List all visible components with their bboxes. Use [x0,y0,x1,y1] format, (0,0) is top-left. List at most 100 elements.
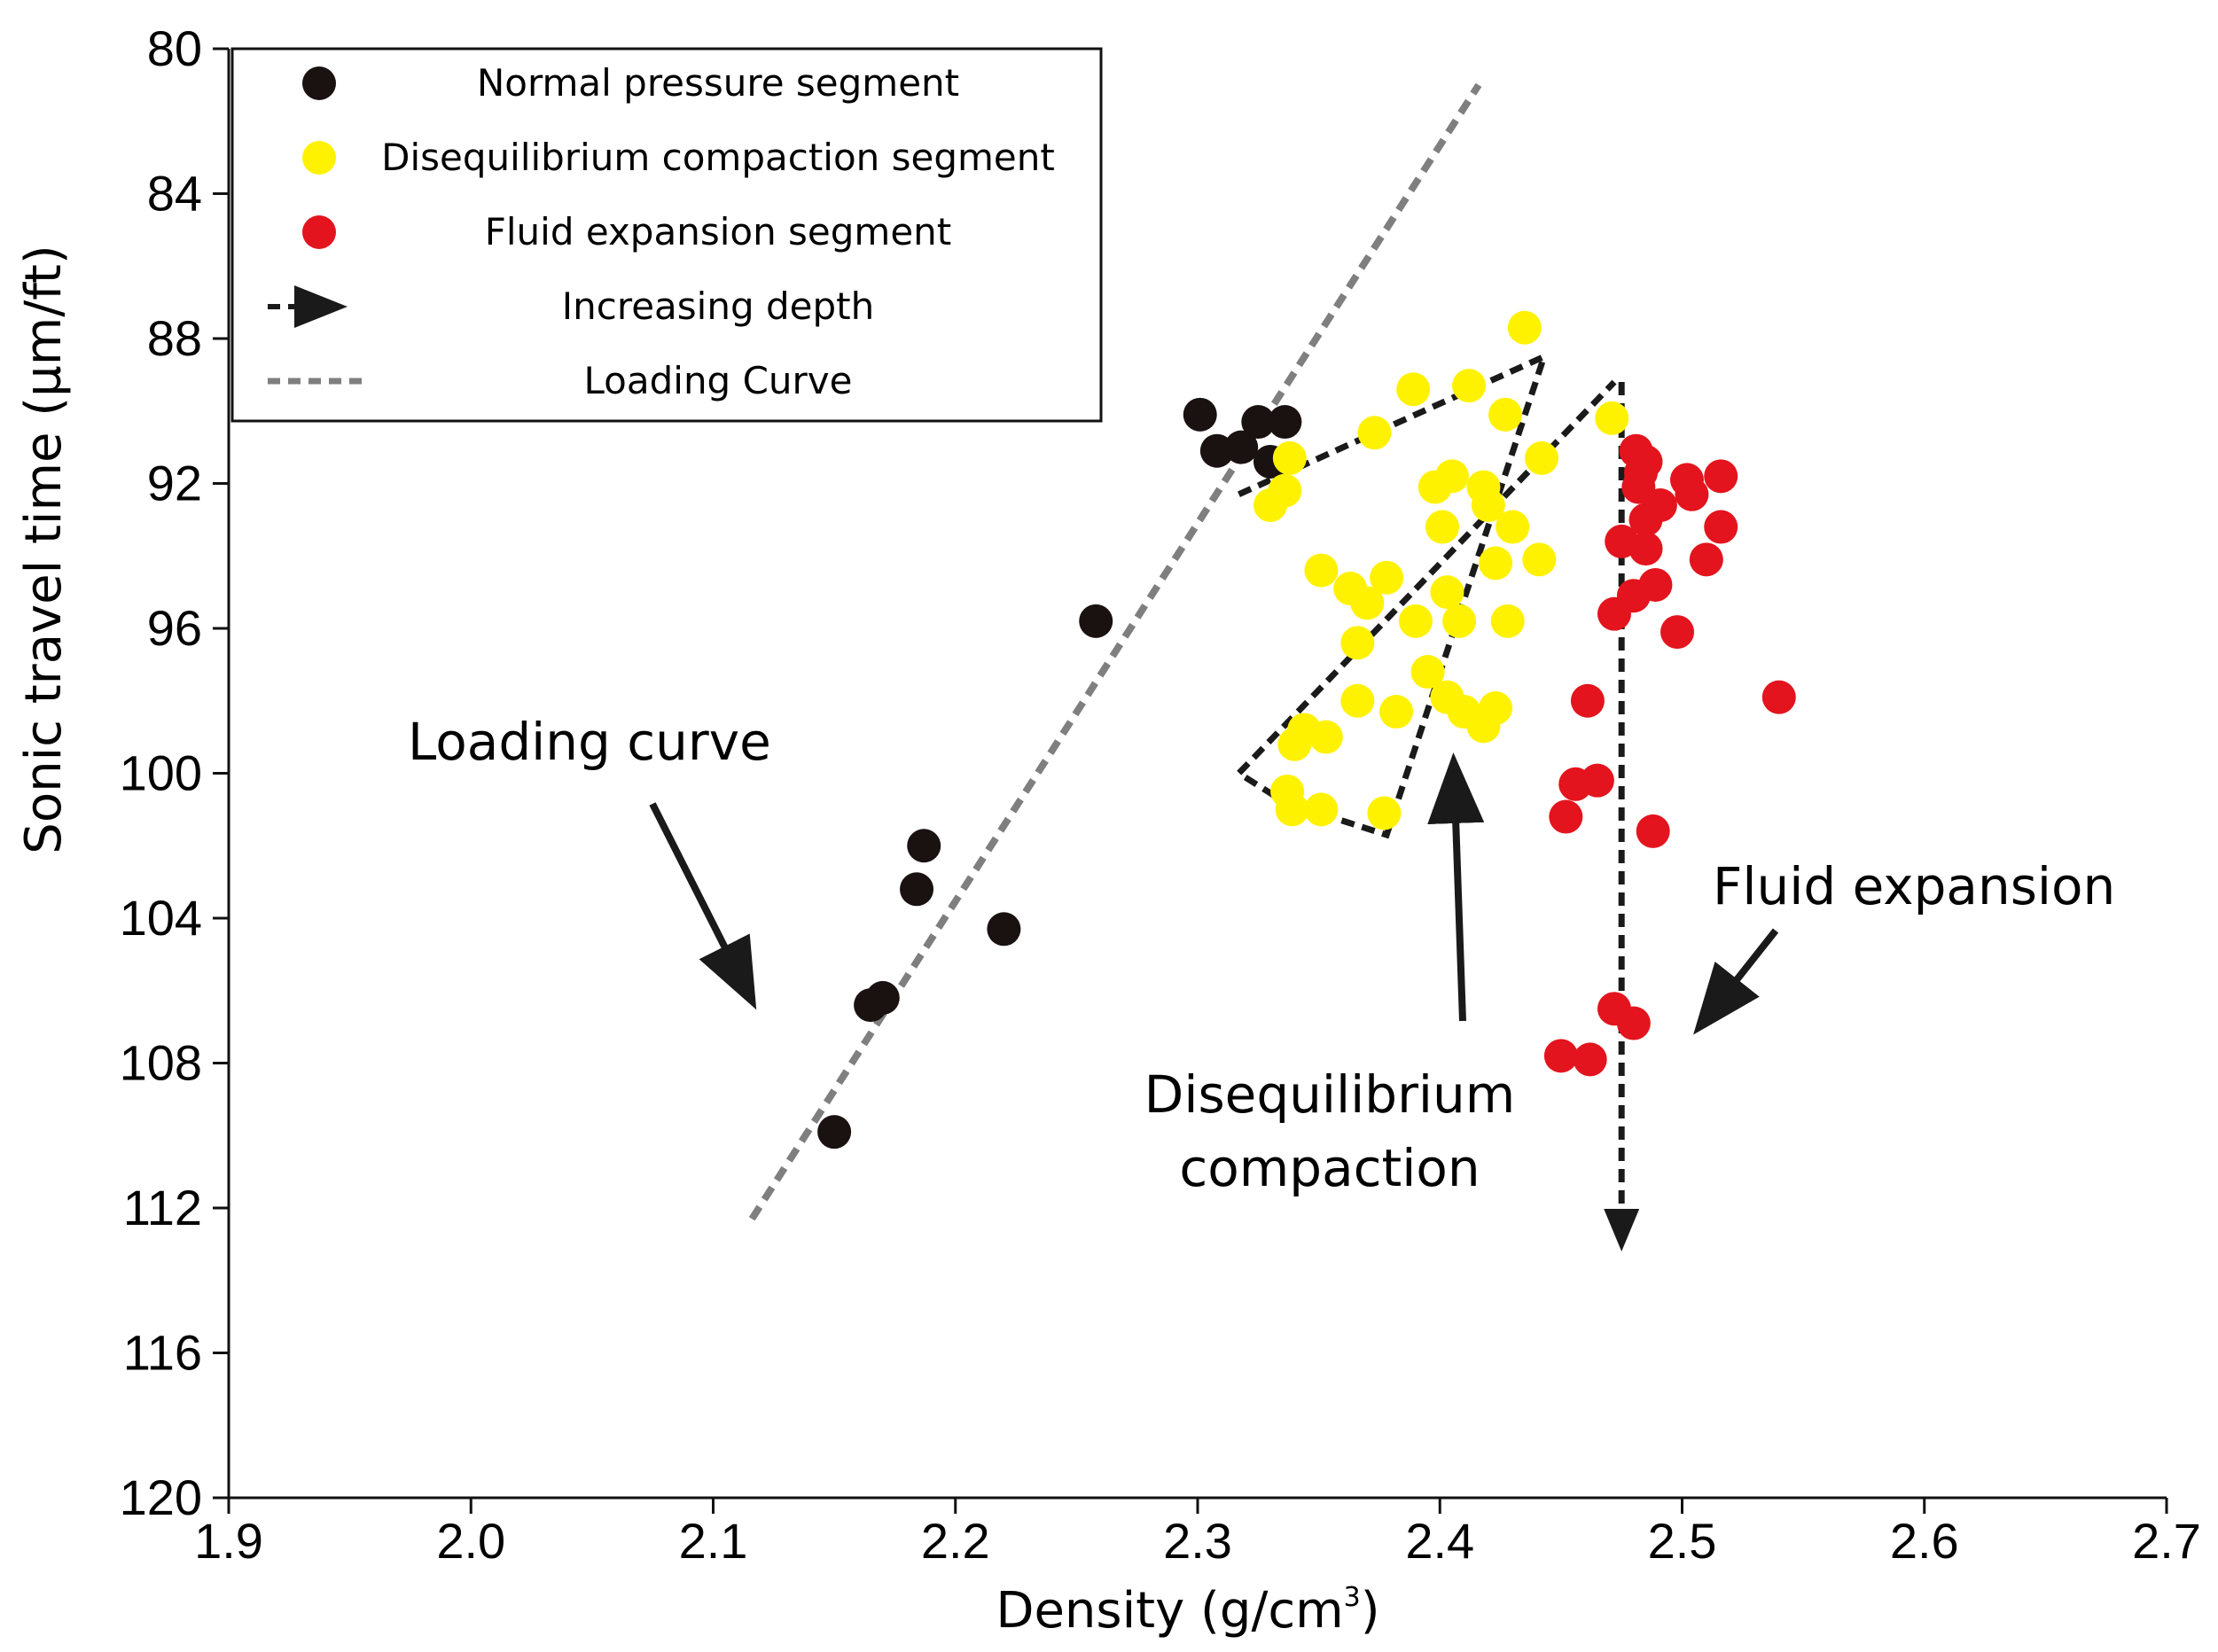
point-disequilibrium [1396,372,1431,407]
disequilibrium-annotation-line1: Disequilibrium [1144,1064,1516,1125]
point-fluid-expansion [1675,477,1709,511]
y-tick-label: 108 [120,1035,202,1091]
point-disequilibrium [1398,604,1433,638]
point-disequilibrium [1488,397,1523,432]
legend-marker-fluid-expansion [302,215,336,249]
point-fluid-expansion [1616,1006,1651,1040]
point-fluid-expansion [1660,615,1695,650]
point-disequilibrium [1442,604,1477,638]
point-disequilibrium [1496,510,1530,544]
legend-box [230,47,1103,423]
point-disequilibrium [1304,792,1339,827]
x-tick-label: 2.4 [1405,1513,1474,1569]
point-normal-pressure [987,912,1021,947]
y-tick-label: 120 [120,1469,202,1525]
point-normal-pressure [900,872,934,907]
point-normal-pressure [1241,405,1276,440]
x-tick-label: 2.0 [436,1513,505,1569]
loading-curve-line [748,82,1482,1221]
point-disequilibrium [1340,626,1375,660]
point-normal-pressure [817,1115,852,1149]
ticks: 1.9 2.0 2.1 2.2 2.3 2.4 2.5 2.6 2.7 80 84 88 92 96 100… [120,20,2201,1569]
point-fluid-expansion [1573,1042,1607,1077]
y-tick-label: 112 [123,1180,202,1235]
point-disequilibrium [1308,720,1343,754]
annotations: Loading curve Disequilibrium compaction … [408,712,2115,1198]
point-disequilibrium [1507,310,1542,345]
legend-label-loading-curve: Loading Curve [584,359,853,402]
point-fluid-expansion [1704,510,1738,544]
y-tick-label: 84 [147,166,202,222]
point-fluid-expansion [1597,596,1631,631]
point-disequilibrium [1425,510,1459,544]
point-disequilibrium [1452,369,1487,403]
point-disequilibrium [1471,488,1505,523]
fluid-expansion-pointer-arrow [1693,928,1779,1035]
x-tick-label: 2.6 [1890,1513,1959,1569]
legend-marker-normal-pressure [302,66,336,100]
disequilibrium-pointer-arrow [1427,752,1485,1022]
point-disequilibrium [1379,695,1414,729]
point-disequilibrium [1367,796,1402,830]
y-tick-label: 104 [120,890,202,946]
point-disequilibrium [1350,586,1385,620]
point-fluid-expansion [1543,1039,1578,1073]
trend-lines [748,82,1640,1252]
point-normal-pressure [907,829,941,863]
x-tick-label: 2.7 [2132,1513,2201,1569]
point-disequilibrium [1272,440,1307,475]
legend-label-fluid-expansion: Fluid expansion segment [485,210,952,253]
x-axis-title-main: Density (g/cm [996,1582,1343,1640]
x-axis-title: Density (g/cm3) [996,1582,1379,1640]
point-fluid-expansion [1761,680,1796,714]
point-disequilibrium [1430,575,1464,610]
point-disequilibrium [1370,560,1404,595]
point-disequilibrium [1277,727,1312,761]
y-tick-label: 88 [147,310,202,366]
point-disequilibrium [1304,553,1339,588]
point-normal-pressure [1268,405,1302,440]
disequilibrium-annotation-line2: compaction [1179,1138,1480,1198]
depth-arrowhead [1604,1209,1640,1252]
point-disequilibrium [1490,604,1525,638]
point-disequilibrium [1253,488,1287,523]
point-fluid-expansion [1570,683,1605,718]
point-fluid-expansion [1689,542,1723,577]
point-fluid-expansion [1580,763,1614,798]
point-disequilibrium [1479,546,1513,581]
y-tick-label: 96 [147,600,202,656]
point-fluid-expansion [1636,814,1670,848]
x-tick-label: 2.1 [679,1513,748,1569]
x-tick-label: 2.5 [1648,1513,1717,1569]
point-normal-pressure [1224,430,1259,464]
x-tick-label: 2.3 [1163,1513,1232,1569]
compaction-depth-path [1233,350,1617,839]
point-disequilibrium [1479,690,1513,725]
point-fluid-expansion [1628,503,1663,537]
legend-label-disequilibrium: Disequilibrium compaction segment [381,136,1055,179]
y-tick-label: 100 [120,745,202,801]
loading-curve-annotation: Loading curve [408,712,771,772]
legend-label-normal-pressure: Normal pressure segment [477,61,959,105]
legend: Normal pressure segment Disequilibrium c… [230,47,1103,423]
legend-label-increasing-depth: Increasing depth [562,284,874,328]
point-disequilibrium [1410,655,1445,690]
point-disequilibrium [1595,401,1629,435]
point-disequilibrium [1522,542,1557,577]
point-disequilibrium [1340,683,1375,718]
x-tick-label: 1.9 [194,1513,263,1569]
data-points [817,310,1796,1149]
point-normal-pressure [1183,397,1217,432]
fluid-expansion-annotation: Fluid expansion [1713,856,2115,916]
point-normal-pressure [1079,604,1113,638]
point-fluid-expansion [1628,532,1663,566]
point-disequilibrium [1357,416,1392,450]
y-tick-label: 116 [123,1325,202,1381]
y-tick-label: 92 [147,456,202,511]
point-disequilibrium [1434,459,1469,494]
point-fluid-expansion [1549,799,1583,834]
point-disequilibrium [1275,792,1309,827]
loading-curve-pointer-arrow [649,802,757,1010]
point-disequilibrium [1525,440,1559,475]
